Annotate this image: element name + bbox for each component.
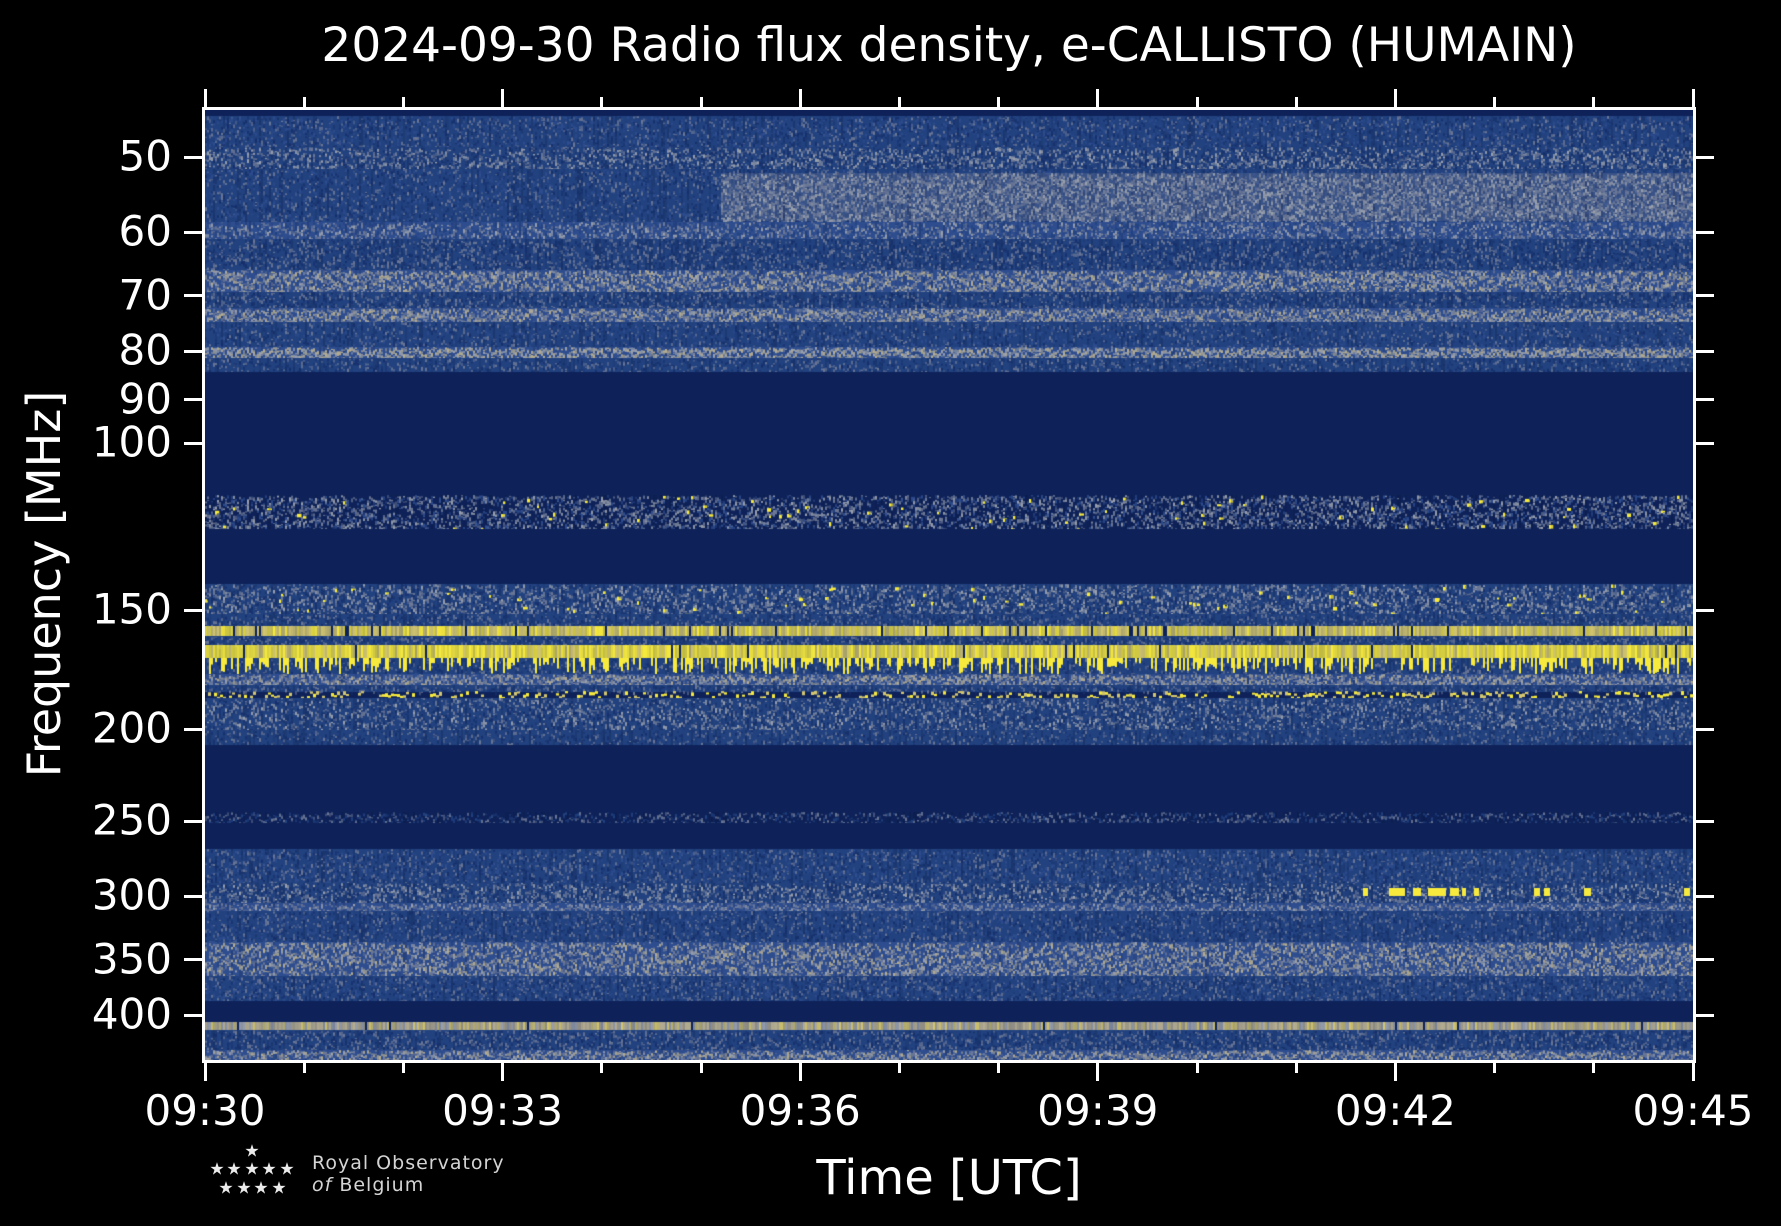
star-icon: ★ [261,1159,277,1180]
star-icon: ★ [271,1178,287,1199]
x-tick-mark-bottom [1096,1063,1100,1081]
x-tick-mark-top [1691,89,1695,107]
star-icon: ★ [244,1159,260,1180]
x-tick-mark-top [1096,89,1100,107]
chart-title: 2024-09-30 Radio flux density, e-CALLIST… [321,18,1577,73]
x-minor-tick-bottom [1195,1063,1199,1073]
y-tick-mark-left [184,958,202,962]
x-minor-tick-top [897,97,901,107]
x-minor-tick-bottom [1493,1063,1497,1073]
x-axis-label: Time [UTC] [816,1150,1082,1206]
spectrogram-canvas [205,110,1693,1060]
x-tick-label: 09:33 [442,1086,564,1135]
x-minor-tick-top [997,97,1001,107]
x-tick-mark-top [798,89,802,107]
x-minor-tick-bottom [699,1063,703,1073]
y-tick-mark-left [184,1013,202,1017]
x-minor-tick-bottom [1294,1063,1298,1073]
plot-area [202,107,1696,1063]
y-tick-mark-left [184,294,202,298]
y-tick-mark-right [1696,294,1714,298]
y-tick-mark-right [1696,894,1714,898]
y-tick-mark-right [1696,230,1714,234]
y-tick-mark-left [184,819,202,823]
x-minor-tick-top [401,97,405,107]
y-tick-label: 200 [91,703,172,753]
y-tick-mark-right [1696,819,1714,823]
y-tick-label: 60 [118,206,172,256]
star-icon: ★ [244,1141,260,1162]
x-minor-tick-top [699,97,703,107]
x-minor-tick-top [1294,97,1298,107]
x-tick-mark-bottom [1691,1063,1695,1081]
x-minor-tick-bottom [600,1063,604,1073]
y-tick-mark-right [1696,441,1714,445]
x-tick-mark-top [501,89,505,107]
y-tick-mark-right [1696,398,1714,402]
x-tick-label: 09:39 [1037,1086,1159,1135]
x-minor-tick-top [302,97,306,107]
x-minor-tick-bottom [401,1063,405,1073]
x-minor-tick-top [600,97,604,107]
x-tick-label: 09:42 [1334,1086,1456,1135]
y-tick-mark-left [184,608,202,612]
x-minor-tick-bottom [897,1063,901,1073]
y-tick-mark-left [184,155,202,159]
y-tick-mark-right [1696,727,1714,731]
y-tick-mark-left [184,894,202,898]
x-tick-label: 09:45 [1632,1086,1754,1135]
y-tick-label: 90 [118,374,172,424]
x-minor-tick-bottom [302,1063,306,1073]
x-minor-tick-bottom [997,1063,1001,1073]
x-minor-tick-bottom [1592,1063,1596,1073]
x-minor-tick-top [1493,97,1497,107]
x-tick-mark-bottom [1393,1063,1397,1081]
logo-text-line1: Royal Observatory [312,1152,505,1174]
logo-text-of: of [312,1174,333,1196]
y-tick-label: 300 [91,870,172,920]
y-tick-mark-left [184,230,202,234]
y-tick-mark-right [1696,155,1714,159]
y-tick-label: 80 [118,325,172,375]
x-tick-mark-top [203,89,207,107]
x-tick-label: 09:30 [144,1086,266,1135]
y-tick-label: 50 [118,131,172,181]
logo-text-line2: of Belgium [312,1174,424,1196]
y-tick-label: 70 [118,270,172,320]
y-tick-mark-left [184,398,202,402]
x-minor-tick-top [1592,97,1596,107]
y-tick-label: 350 [91,934,172,984]
y-tick-mark-right [1696,608,1714,612]
x-tick-mark-top [1393,89,1397,107]
y-tick-label: 250 [91,795,172,845]
star-icon: ★ [209,1159,225,1180]
star-icon: ★ [226,1159,242,1180]
y-tick-label: 400 [91,989,172,1039]
x-minor-tick-top [1195,97,1199,107]
star-icon: ★ [218,1178,234,1199]
x-tick-mark-bottom [798,1063,802,1081]
y-tick-label: 100 [91,417,172,467]
star-icon: ★ [279,1159,295,1180]
y-tick-mark-right [1696,349,1714,353]
y-tick-mark-left [184,441,202,445]
star-icon: ★ [236,1178,252,1199]
x-tick-mark-bottom [501,1063,505,1081]
y-tick-mark-right [1696,1013,1714,1017]
y-tick-mark-left [184,727,202,731]
x-tick-mark-bottom [203,1063,207,1081]
star-icon: ★ [253,1178,269,1199]
y-tick-label: 150 [91,584,172,634]
y-tick-mark-left [184,349,202,353]
logo-text-belgium: Belgium [339,1174,425,1196]
x-tick-label: 09:36 [739,1086,861,1135]
y-tick-mark-right [1696,958,1714,962]
